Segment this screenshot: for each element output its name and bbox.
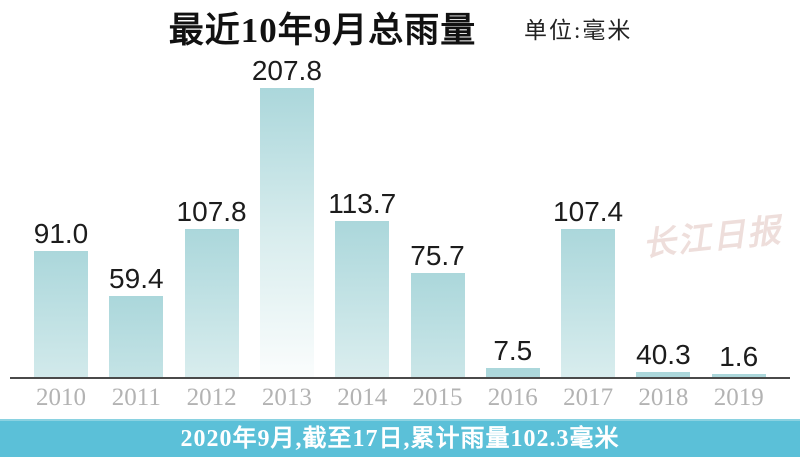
bar-2011	[109, 296, 164, 378]
bar-value-label-2018: 40.3	[636, 339, 691, 370]
x-axis-tick-label-2014: 2014	[337, 384, 388, 411]
bar-2014	[335, 221, 390, 378]
x-axis-tick-label-2015: 2015	[412, 384, 463, 411]
bar-2016	[485, 368, 540, 378]
bar-value-label-2016: 7.5	[493, 335, 533, 366]
bar-2018	[636, 372, 691, 378]
x-axis-tick-label-2012: 2012	[186, 384, 237, 411]
footer-banner-text: 2020年9月,截至17日,累计雨量102.3毫米	[180, 426, 620, 452]
bar-value-label-2017: 107.4	[553, 196, 624, 227]
x-axis-tick-label-2011: 2011	[111, 384, 161, 411]
bar-value-label-2013: 207.8	[251, 55, 322, 86]
x-axis-tick-label-2016: 2016	[487, 384, 538, 411]
bar-value-label-2010: 91.0	[33, 218, 89, 249]
x-axis-tick-label-2013: 2013	[261, 384, 312, 411]
bar-value-label-2014: 113.7	[328, 188, 397, 219]
watermark-changjiang-daily: 长江日报	[640, 213, 784, 264]
bar-2017	[561, 229, 616, 378]
chart-title: 最近10年9月总雨量	[168, 11, 477, 50]
x-axis-line	[10, 377, 790, 379]
bar-2013	[259, 88, 314, 378]
footer-banner: 2020年9月,截至17日,累计雨量102.3毫米	[0, 419, 800, 457]
bar-2012	[184, 229, 239, 378]
bar-value-label-2011: 59.4	[109, 263, 164, 294]
bar-value-label-2015: 75.7	[410, 240, 465, 271]
bar-value-label-2012: 107.8	[176, 196, 247, 227]
x-axis-tick-label-2010: 2010	[36, 384, 86, 411]
unit-label: 单位:毫米	[524, 18, 633, 43]
x-axis-tick-label-2018: 2018	[638, 384, 689, 411]
bar-2015	[410, 273, 465, 378]
x-axis-tick-label-2017: 2017	[563, 384, 614, 411]
bar-value-label-2019: 1.6	[719, 341, 759, 372]
bar-2010	[34, 251, 88, 378]
bar-2019	[711, 374, 766, 378]
x-axis-tick-label-2019: 2019	[713, 384, 764, 411]
